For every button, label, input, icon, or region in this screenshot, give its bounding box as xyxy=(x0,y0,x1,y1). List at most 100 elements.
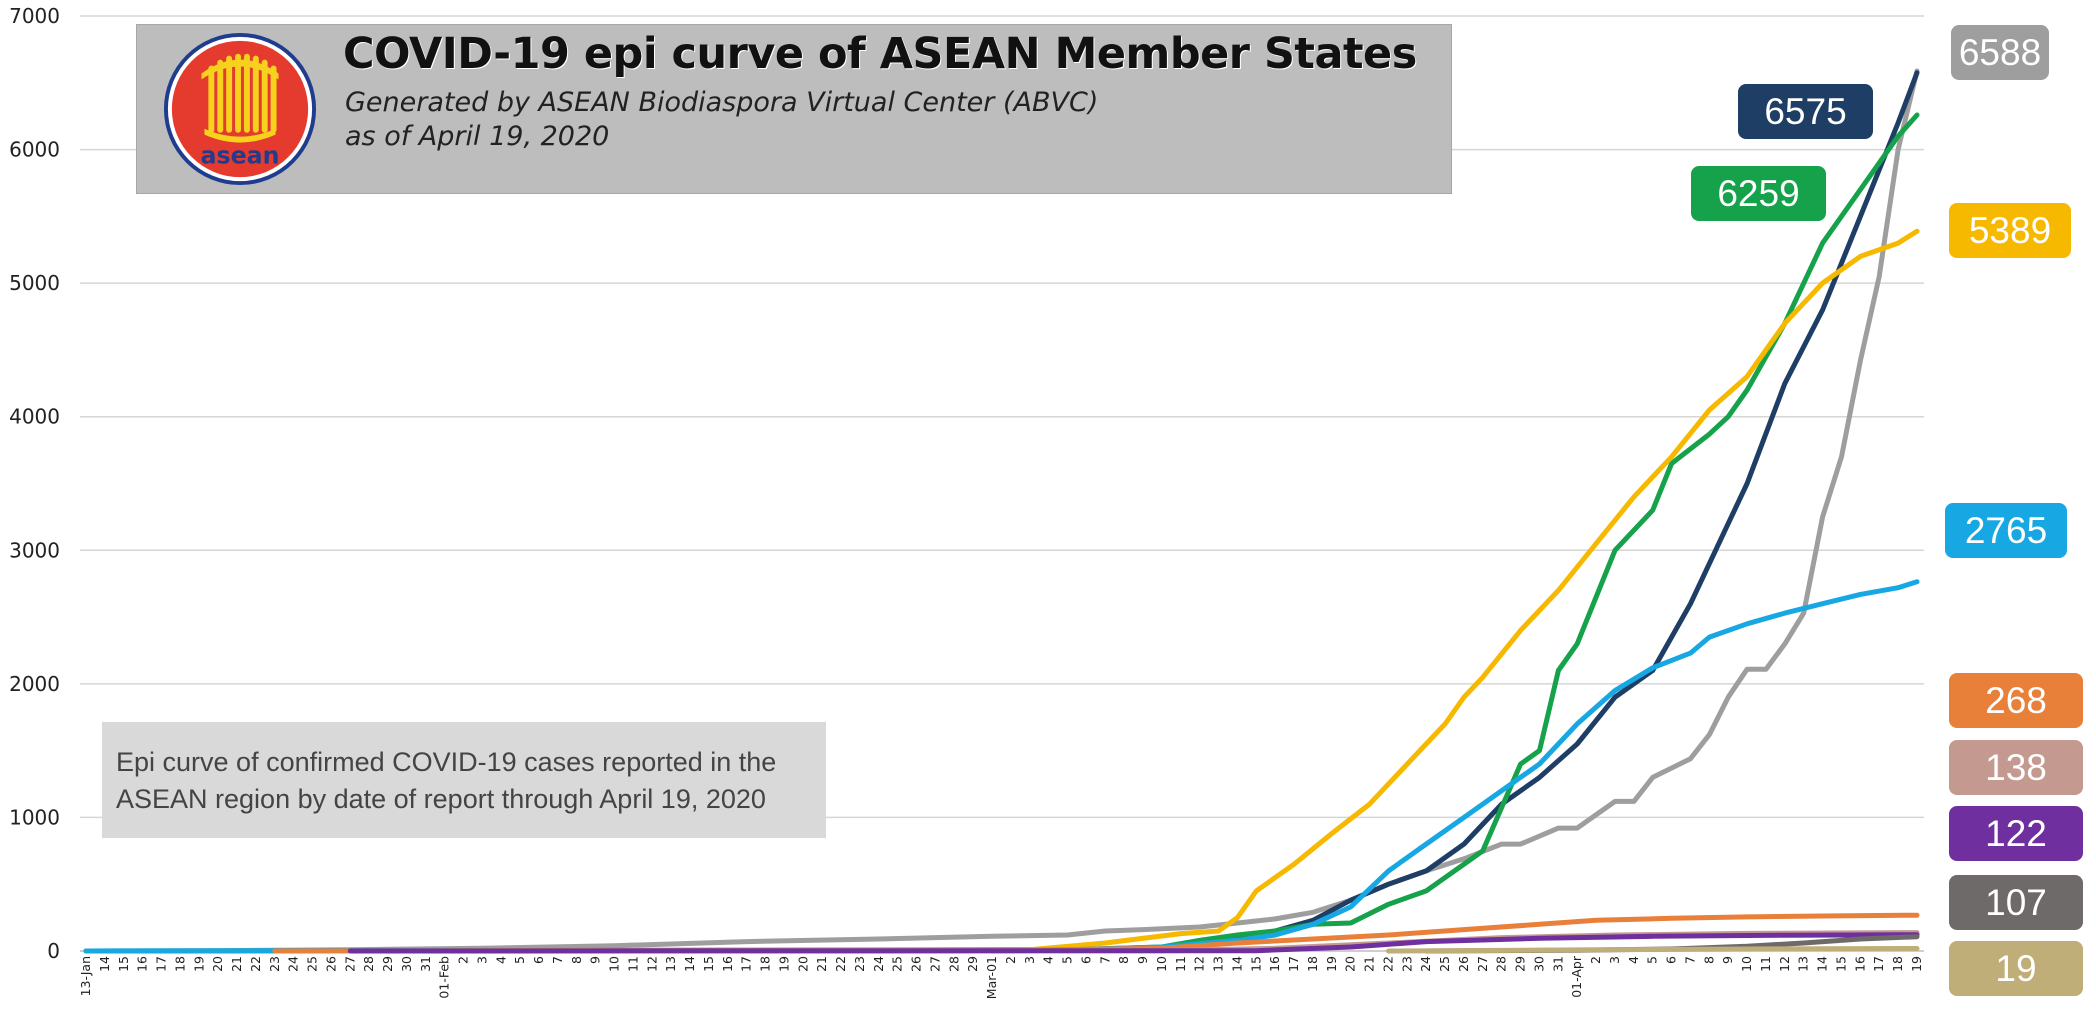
value-label-5389: 5389 xyxy=(1949,203,2071,258)
value-label-6575: 6575 xyxy=(1738,84,1873,139)
x-tick-label: 30 xyxy=(399,956,414,972)
x-tick-label: 10 xyxy=(1154,956,1169,972)
series-line-8 xyxy=(347,932,1920,954)
title-panel: asean COVID-19 epi curve of ASEAN Member… xyxy=(136,24,1452,194)
x-tick-label: 16 xyxy=(135,956,150,972)
note-line-2: ASEAN region by date of report through A… xyxy=(116,784,766,814)
x-tick-label: 19 xyxy=(776,956,791,972)
x-tick-label: 16 xyxy=(1852,956,1867,972)
x-tick-label: 19 xyxy=(1324,956,1339,972)
value-label-268: 268 xyxy=(1949,673,2083,728)
series-line-1 xyxy=(83,68,1920,954)
x-tick-label: 14 xyxy=(1229,956,1244,972)
x-tick-label: 18 xyxy=(1890,956,1905,972)
x-tick-label: 3 xyxy=(1607,956,1622,964)
x-tick-label: 5 xyxy=(1060,956,1075,964)
x-tick-label: 23 xyxy=(267,956,282,972)
x-tick-label: 29 xyxy=(1513,956,1528,972)
x-tick-label: 22 xyxy=(248,956,263,972)
x-tick-label: 4 xyxy=(1626,956,1641,964)
value-label-122: 122 xyxy=(1949,806,2083,861)
x-tick-label: 18 xyxy=(172,956,187,972)
x-tick-label: 9 xyxy=(1720,956,1735,964)
x-tick-label: 24 xyxy=(871,956,886,972)
x-tick-label: 13 xyxy=(1796,956,1811,972)
y-tick-label: 5000 xyxy=(9,271,60,295)
x-tick-label: 28 xyxy=(361,956,376,972)
x-tick-label: 10 xyxy=(1739,956,1754,972)
x-tick-label: 20 xyxy=(210,956,225,972)
value-label-19: 19 xyxy=(1949,941,2083,996)
x-tick-label: 6 xyxy=(531,956,546,964)
x-tick-label: 28 xyxy=(946,956,961,972)
date-line: as of April 19, 2020 xyxy=(345,121,610,152)
x-tick-label: 23 xyxy=(852,956,867,972)
x-tick-label: 24 xyxy=(1418,956,1433,972)
x-tick-label: 3 xyxy=(1022,956,1037,964)
x-tick-label: 10 xyxy=(607,956,622,972)
x-tick-label: 19 xyxy=(1909,956,1924,972)
x-tick-label: 27 xyxy=(342,956,357,972)
x-tick-label: 18 xyxy=(758,956,773,972)
value-label-107: 107 xyxy=(1949,875,2083,930)
page-title: COVID-19 epi curve of ASEAN Member State… xyxy=(343,29,1417,79)
x-tick-label: 9 xyxy=(1135,956,1150,964)
x-tick-label: 13-Jan xyxy=(78,956,93,996)
x-tick-label: 7 xyxy=(1097,956,1112,964)
x-tick-label: 20 xyxy=(795,956,810,972)
x-tick-label: 8 xyxy=(1116,956,1131,964)
x-tick-label: 11 xyxy=(1173,956,1188,972)
x-tick-label: 27 xyxy=(927,956,942,972)
y-tick-label: 2000 xyxy=(9,672,60,696)
x-tick-label: 22 xyxy=(833,956,848,972)
x-tick-label: 20 xyxy=(1343,956,1358,972)
x-tick-label: 2 xyxy=(456,956,471,964)
x-tick-label: 24 xyxy=(286,956,301,972)
y-tick-label: 7000 xyxy=(9,4,60,28)
x-tick-label: 12 xyxy=(1192,956,1207,972)
x-tick-label: 21 xyxy=(814,956,829,972)
x-tick-label: 8 xyxy=(569,956,584,964)
x-tick-label: Mar-01 xyxy=(984,956,999,999)
x-tick-label: 17 xyxy=(739,956,754,972)
y-tick-label: 1000 xyxy=(9,805,60,829)
y-tick-label: 0 xyxy=(47,939,60,963)
y-tick-label: 6000 xyxy=(9,138,60,162)
y-tick-label: 4000 xyxy=(9,405,60,429)
x-tick-label: 26 xyxy=(909,956,924,972)
value-label-138: 138 xyxy=(1949,740,2083,795)
value-label-6259: 6259 xyxy=(1691,166,1826,221)
x-tick-label: 17 xyxy=(1871,956,1886,972)
subtitle: Generated by ASEAN Biodiaspora Virtual C… xyxy=(345,87,1099,118)
x-tick-label: 7 xyxy=(550,956,565,964)
x-tick-label: 31 xyxy=(1550,956,1565,972)
x-tick-label: 17 xyxy=(1286,956,1301,972)
x-tick-label: 17 xyxy=(154,956,169,972)
x-tick-label: 6 xyxy=(1078,956,1093,964)
x-tick-label: 15 xyxy=(701,956,716,972)
x-tick-label: 14 xyxy=(97,956,112,972)
x-tick-label: 26 xyxy=(1456,956,1471,972)
x-tick-label: 7 xyxy=(1682,956,1697,964)
asean-logo: asean xyxy=(163,32,317,186)
x-tick-label: 14 xyxy=(682,956,697,972)
x-tick-label: 11 xyxy=(1758,956,1773,972)
x-tick-label: 21 xyxy=(229,956,244,972)
x-tick-label: 29 xyxy=(380,956,395,972)
x-tick-label: 15 xyxy=(1248,956,1263,972)
x-tick-label: 11 xyxy=(625,956,640,972)
x-tick-label: 13 xyxy=(1211,956,1226,972)
x-tick-label: 14 xyxy=(1815,956,1830,972)
y-axis: 0 1000 2000 3000 4000 5000 6000 7000 xyxy=(9,4,60,963)
x-tick-label: 25 xyxy=(305,956,320,972)
value-label-6588: 6588 xyxy=(1951,25,2049,80)
y-tick-label: 3000 xyxy=(9,538,60,562)
x-tick-label: 8 xyxy=(1701,956,1716,964)
x-tick-label: 01-Apr xyxy=(1569,955,1584,998)
x-axis: 13-Jan 14 15 16 17 18 19 20 21 22 23 24 25 26 27 28 29 30… xyxy=(78,955,1924,999)
series-line-10 xyxy=(1386,946,1920,954)
series-line-4 xyxy=(328,228,1920,954)
x-tick-label: 16 xyxy=(720,956,735,972)
x-tick-label: 5 xyxy=(512,956,527,964)
x-tick-label: 12 xyxy=(1777,956,1792,972)
